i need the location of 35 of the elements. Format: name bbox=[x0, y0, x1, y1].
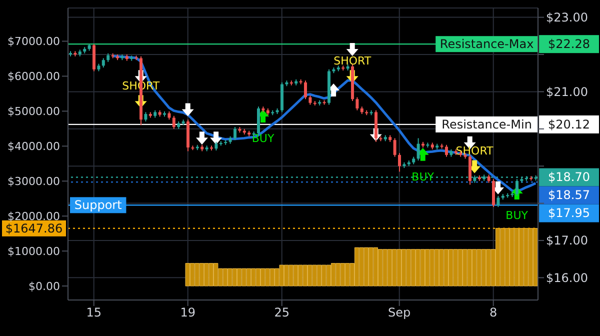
point bbox=[182, 103, 194, 116]
text: $17.95 bbox=[548, 206, 590, 220]
ref-line-label: Resistance-Min bbox=[442, 117, 532, 132]
x-tick-label: Sep bbox=[388, 306, 411, 320]
ref-line-label: Support bbox=[74, 198, 122, 212]
ref-line-label: $18.70 bbox=[548, 170, 590, 184]
y-tick-label: $21.00 bbox=[546, 84, 588, 99]
text: SHORT bbox=[456, 144, 494, 158]
y2-tick-label: $6000.00 bbox=[8, 70, 60, 84]
point bbox=[196, 132, 208, 145]
text: BUY bbox=[412, 170, 434, 184]
point bbox=[346, 43, 358, 56]
y-tick-label: $17.00 bbox=[546, 234, 588, 248]
x-tick-label: 19 bbox=[180, 306, 196, 320]
y-tick-label: $16.00 bbox=[546, 270, 588, 285]
text: $22.28 bbox=[548, 37, 590, 52]
y2-tick-label: $1000.00 bbox=[8, 244, 60, 258]
point bbox=[210, 132, 222, 145]
x-tick-label: 8 bbox=[490, 306, 498, 320]
text: SHORT bbox=[334, 54, 372, 68]
x-tick-label: 25 bbox=[274, 306, 290, 320]
y2-tick-label: $4000.00 bbox=[8, 140, 60, 154]
ref-line-label: $1647.86 bbox=[5, 221, 63, 236]
y2-tick-label: $7000.00 bbox=[8, 35, 60, 48]
y2-tick-label: $2000.00 bbox=[8, 210, 60, 223]
text: $20.12 bbox=[548, 117, 590, 132]
x-tick-label: 15 bbox=[86, 306, 102, 320]
series-label: BUY bbox=[252, 132, 274, 145]
ref-line-label: Resistance-Max bbox=[440, 37, 534, 52]
y-tick-label: $23.00 bbox=[546, 10, 588, 25]
text: BUY bbox=[506, 209, 528, 222]
ref-line-label: $18.57 bbox=[548, 188, 590, 202]
y2-tick-label: $3000.00 bbox=[8, 175, 60, 188]
y2-tick-label: $5000.00 bbox=[8, 105, 60, 118]
y2-tick-label: $0.00 bbox=[28, 280, 60, 293]
